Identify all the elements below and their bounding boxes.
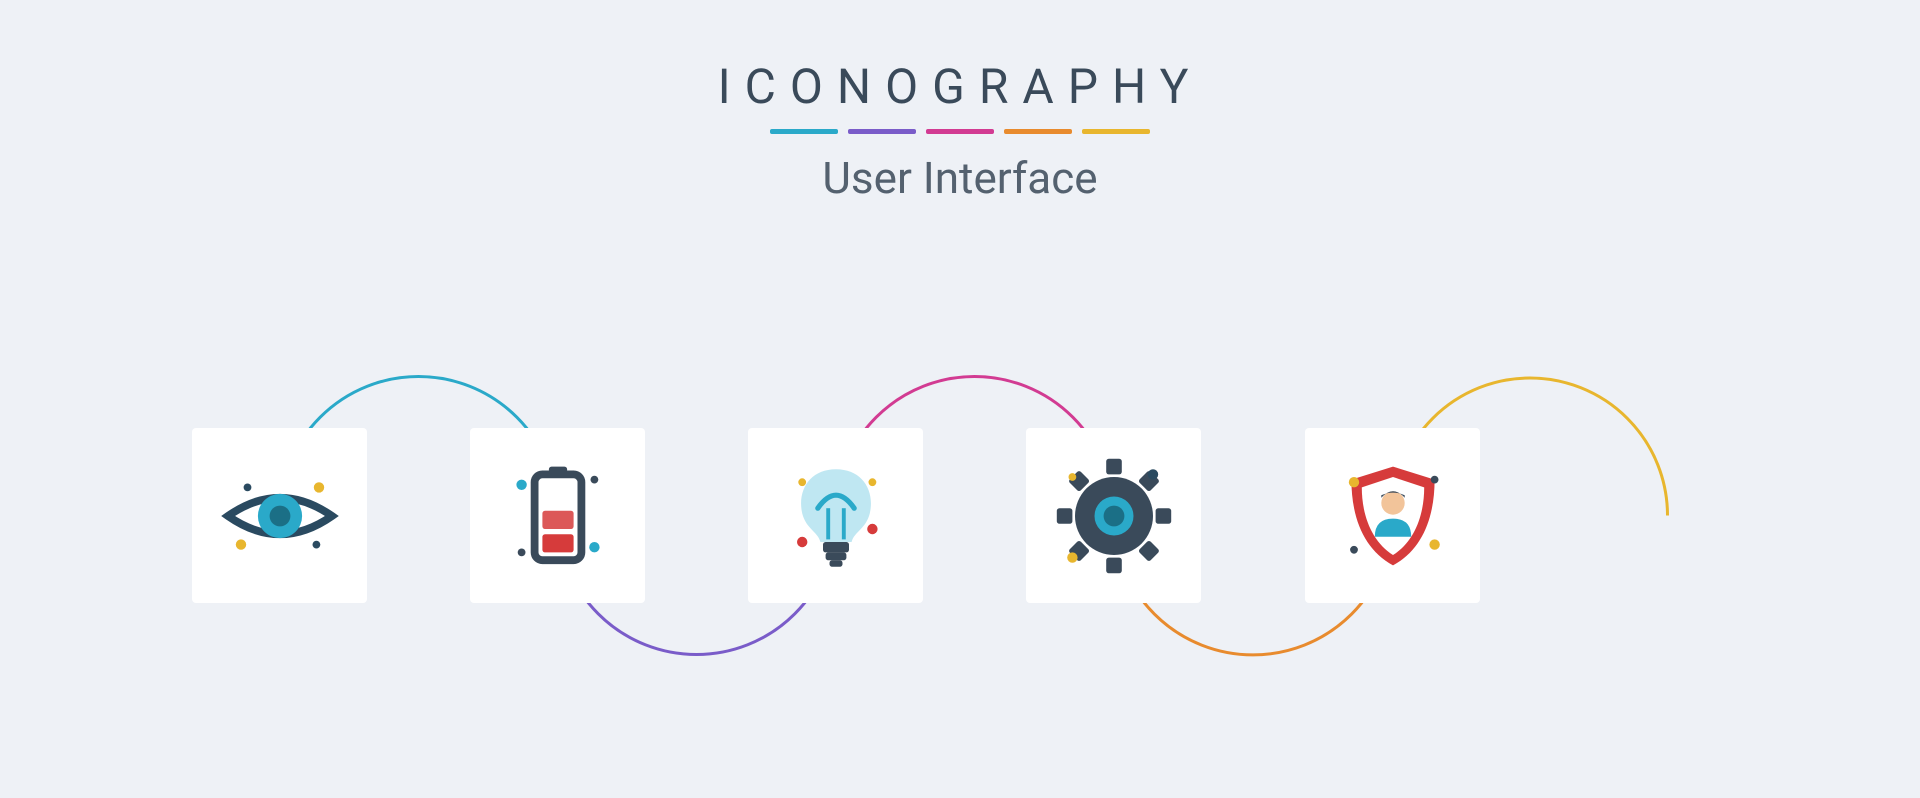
- tile-battery: [470, 428, 645, 603]
- gear-icon: [1049, 451, 1179, 581]
- page-title: ICONOGRAPHY: [0, 58, 1920, 115]
- tile-shield: [1305, 428, 1480, 603]
- title-stripes: [0, 129, 1920, 134]
- tile-lightbulb: [748, 428, 923, 603]
- tile-gear: [1026, 428, 1201, 603]
- tile-eye: [192, 428, 367, 603]
- stripe-3: [1004, 129, 1072, 134]
- shield-user-icon: [1328, 451, 1458, 581]
- icon-tiles: [0, 300, 1920, 730]
- battery-low-icon: [493, 451, 623, 581]
- eye-icon: [215, 451, 345, 581]
- header: ICONOGRAPHY User Interface: [0, 0, 1920, 204]
- page-subtitle: User Interface: [0, 152, 1920, 204]
- stripe-4: [1082, 129, 1150, 134]
- lightbulb-icon: [771, 451, 901, 581]
- icon-stage: [0, 300, 1920, 730]
- stripe-1: [848, 129, 916, 134]
- stripe-0: [770, 129, 838, 134]
- stripe-2: [926, 129, 994, 134]
